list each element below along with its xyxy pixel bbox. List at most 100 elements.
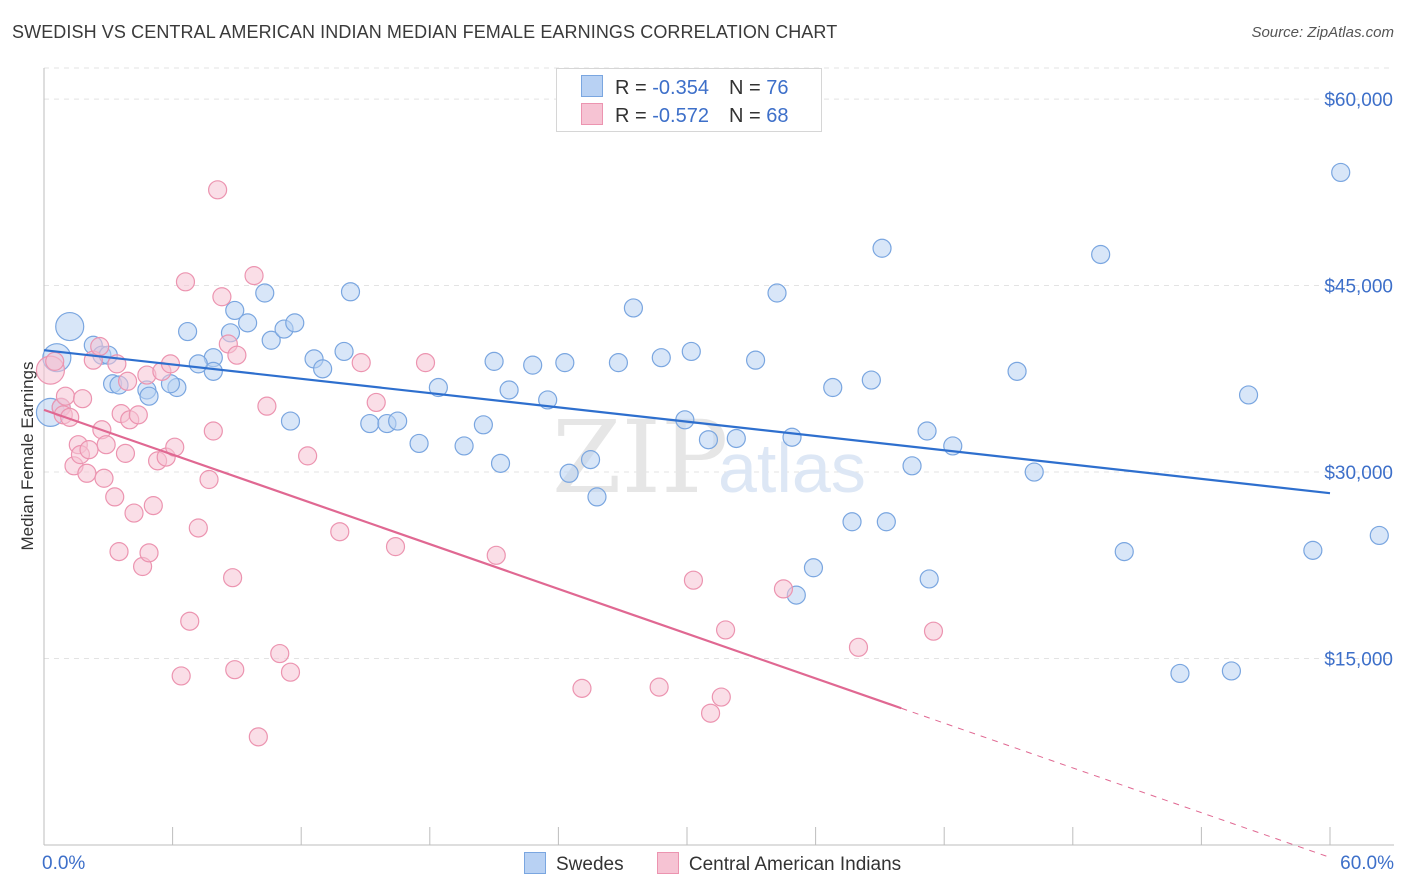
legend-cai-label: Central American Indians	[688, 854, 902, 875]
cai-point-22	[117, 371, 138, 391]
swedes-point-41	[587, 487, 607, 507]
cai-point-53	[330, 522, 350, 542]
swedes-point-63	[1007, 361, 1027, 381]
cai-r-value: -0.572	[652, 105, 709, 127]
cai-point-66	[848, 637, 869, 657]
swedes-n-value: 76	[766, 77, 789, 99]
swedes-point-30	[428, 377, 448, 398]
swedes-point-11	[178, 321, 198, 342]
cai-point-65	[773, 579, 794, 599]
swedes-point-61	[919, 569, 939, 589]
trend-lines	[43, 349, 1331, 858]
cai-point-59	[572, 678, 592, 698]
cai-point-17	[105, 487, 125, 507]
cai-point-1	[45, 351, 65, 371]
swedes-point-31	[454, 436, 474, 456]
swedes-point-34	[490, 453, 511, 473]
legend-row-swedes: R = -0.354 N = 76	[581, 75, 788, 99]
cai-point-36	[175, 272, 196, 292]
swedes-point-9	[139, 386, 159, 406]
swedes-point-33	[484, 351, 504, 371]
swedes-point-72	[1369, 525, 1389, 546]
cai-point-37	[180, 611, 200, 631]
series-cai-points	[35, 180, 944, 747]
cai-point-44	[223, 568, 243, 588]
swedes-point-24	[334, 341, 354, 362]
cai-point-40	[203, 421, 223, 441]
correlation-legend: R = -0.354 N = 76 R = -0.572 N = 68	[556, 68, 822, 132]
x-ticks	[43, 827, 1331, 845]
legend-cai-swatch	[656, 852, 679, 874]
cai-point-28	[139, 543, 159, 563]
cai-point-11	[79, 440, 99, 460]
swedes-point-51	[782, 427, 802, 447]
swedes-point-56	[861, 370, 881, 390]
cai-point-63	[711, 687, 731, 707]
swedes-point-15	[225, 300, 245, 321]
swedes-point-20	[285, 313, 305, 333]
cai-point-57	[415, 353, 436, 373]
cai-point-25	[128, 405, 148, 425]
swedes-point-58	[876, 512, 896, 532]
swedes-r-value: -0.354	[652, 77, 709, 99]
y-tick-label: $30,000	[1324, 463, 1393, 484]
trend-line-cai-extrapolated	[901, 707, 1331, 858]
chart-title: SWEDISH VS CENTRAL AMERICAN INDIAN MEDIA…	[12, 22, 838, 42]
swedes-point-25	[340, 282, 361, 302]
x-tick-labels: 0.0% 60.0%	[42, 853, 1394, 874]
swedes-point-68	[1221, 661, 1242, 681]
cai-point-47	[244, 266, 264, 286]
swedes-point-28	[388, 411, 408, 431]
source-label: Source: ZipAtlas.com	[1251, 24, 1394, 41]
swedes-n-label: N =	[728, 77, 767, 99]
swedes-point-32	[473, 415, 493, 435]
axes	[43, 68, 1394, 846]
cai-point-10	[77, 463, 97, 483]
cai-point-38	[188, 518, 208, 538]
swedes-point-43	[623, 298, 644, 318]
legend-row-cai: R = -0.572 N = 68	[581, 103, 788, 127]
cai-point-45	[225, 660, 245, 680]
cai-n-label: N =	[728, 105, 767, 127]
swedes-point-39	[559, 463, 579, 483]
swedes-point-40	[580, 450, 601, 470]
cai-point-56	[385, 537, 406, 557]
trend-line-swedes	[43, 349, 1331, 495]
swedes-point-50	[767, 283, 787, 303]
cai-point-61	[683, 570, 704, 590]
swedes-point-29	[409, 433, 429, 454]
cai-point-16	[96, 435, 116, 455]
cai-point-41	[208, 180, 228, 200]
swedes-point-23	[313, 359, 333, 379]
cai-point-46	[227, 345, 247, 365]
cai-point-67	[923, 621, 944, 641]
cai-point-9	[72, 389, 93, 409]
swedes-point-64	[1024, 462, 1044, 482]
cai-point-64	[715, 620, 736, 640]
swedes-point-2	[55, 311, 85, 342]
swedes-point-46	[681, 341, 701, 362]
cai-point-39	[199, 469, 219, 490]
legend-item-swedes[interactable]: Swedes	[524, 852, 624, 876]
trend-line-cai	[43, 408, 902, 710]
swedes-point-47	[698, 430, 719, 450]
swedes-point-52	[803, 558, 824, 578]
cai-point-49	[257, 396, 277, 416]
cai-point-13	[90, 336, 110, 357]
swedes-r-label: R =	[615, 77, 653, 99]
swedes-point-18	[261, 330, 281, 350]
swedes-point-60	[917, 421, 937, 441]
swedes-point-49	[745, 350, 766, 370]
y-tick-labels: $15,000 $30,000 $45,000 $60,000	[1324, 90, 1393, 670]
swedes-point-38	[555, 353, 575, 373]
cai-point-4	[55, 386, 76, 406]
swedes-point-70	[1303, 540, 1323, 560]
legend-swedes-swatch	[524, 852, 546, 874]
cai-point-62	[700, 703, 721, 723]
y-tick-label: $60,000	[1324, 90, 1393, 111]
legend-item-cai[interactable]: Central American Indians	[656, 852, 902, 876]
cai-point-54	[351, 353, 371, 373]
cai-point-48	[248, 727, 268, 747]
cai-point-5	[60, 407, 80, 427]
